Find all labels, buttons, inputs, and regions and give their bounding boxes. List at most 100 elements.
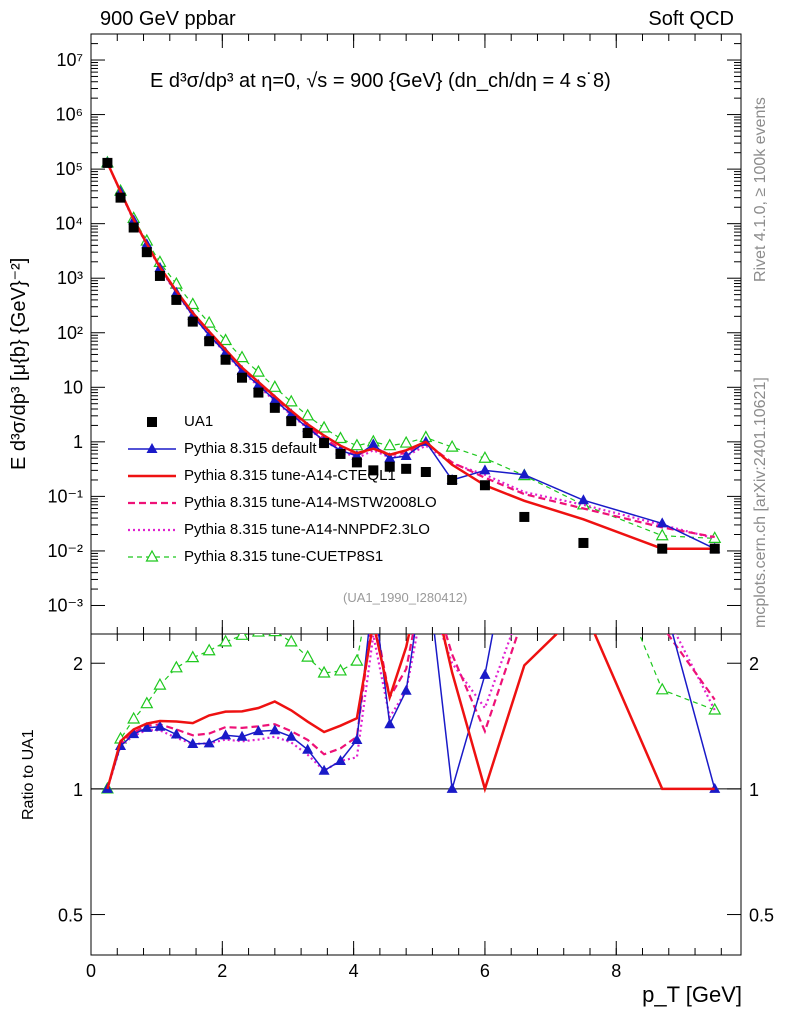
legend-label: Pythia 8.315 tune-A14-NNPDF2.3LO [184, 521, 430, 538]
data-point-ua1 [269, 402, 280, 413]
ratio-point-default [187, 737, 199, 748]
ratio-point-cuetp [127, 711, 141, 724]
data-point-ua1 [253, 387, 264, 398]
y-axis-label: E d³σ/dp³ [μ{b} {GeV}⁻²] [8, 257, 30, 470]
ratio-point-default [318, 764, 330, 775]
ratio-point-cuetp [140, 696, 154, 709]
data-point-default [367, 438, 379, 449]
x-tick-label: 0 [86, 961, 96, 981]
data-point-cuetp [268, 380, 282, 392]
x-axis-label: p_T [GeV] [642, 982, 742, 1007]
legend-swatch [128, 442, 176, 453]
data-point-ua1 [102, 157, 113, 168]
data-point-cuetp [383, 438, 397, 451]
data-point-ua1 [141, 247, 152, 258]
ratio-tick-label: 0.5 [58, 906, 83, 926]
legend-swatch [128, 549, 176, 562]
ratio-point-default [154, 720, 166, 731]
data-point-ua1 [368, 465, 379, 476]
data-point-ua1 [351, 457, 362, 468]
ratio-point-default [269, 724, 281, 735]
ratio-point-default [285, 730, 297, 741]
y-tick-label: 10⁶ [56, 105, 83, 125]
ratio-point-cuetp [447, 532, 458, 542]
data-point-ua1 [187, 316, 198, 327]
ratio-point-cuetp [268, 634, 282, 637]
ratio-point-default [519, 460, 530, 470]
legend-entry-cteq: Pythia 8.315 tune-A14-CTEQL1 [126, 462, 437, 489]
ratio-tick-label-right: 1 [749, 780, 759, 800]
data-point-cuetp [301, 408, 315, 421]
ratio-point-cuetp [384, 622, 395, 632]
legend-swatch-marker [146, 442, 158, 453]
ratio-point-default [302, 743, 314, 754]
data-point-ua1 [171, 294, 182, 305]
data-point-cuetp [317, 420, 331, 433]
ratio-point-default [657, 589, 668, 599]
legend-entry-default: Pythia 8.315 default [126, 435, 437, 462]
ratio-point-default [220, 729, 232, 740]
ratio-point-cuetp [235, 634, 249, 640]
data-point-ua1 [286, 416, 297, 427]
data-point-default [577, 494, 589, 505]
ratio-point-cuetp [251, 634, 265, 637]
ratio-point-cuetp [186, 650, 200, 663]
ratio-point-default [384, 718, 396, 729]
ratio-point-default [578, 456, 589, 466]
header-category: Soft QCD [648, 8, 734, 30]
y-tick-label: 10⁻¹ [47, 486, 83, 506]
data-point-cuetp [235, 350, 249, 363]
data-point-default [285, 408, 297, 419]
main-series-group [100, 155, 722, 554]
ratio-point-cuetp [479, 576, 490, 586]
header-process: 900 GeV ppbar [100, 8, 236, 30]
ratio-series-group [100, 456, 722, 794]
ratio-plot-frame [90, 633, 742, 956]
data-point-cuetp [478, 451, 492, 463]
legend-entry-ua1: UA1 [126, 408, 437, 435]
data-point-ua1 [319, 438, 330, 449]
x-tick-label: 2 [217, 961, 227, 981]
data-point-default [269, 394, 281, 405]
data-point-ua1 [578, 537, 589, 548]
y-tick-label: 10⁻² [47, 541, 83, 561]
legend-swatch [147, 416, 157, 427]
ratio-point-default [709, 782, 721, 793]
ratio-point-default [170, 728, 182, 739]
legend-entry-cuetp: Pythia 8.315 tune-CUETP8S1 [126, 543, 437, 570]
data-point-cuetp [445, 439, 459, 452]
ratio-tick-label-right: 0.5 [749, 906, 774, 926]
y-tick-label: 10⁴ [55, 214, 83, 234]
data-point-ua1 [128, 222, 139, 233]
legend-swatch [128, 474, 176, 477]
ratio-point-default [351, 734, 363, 745]
ratio-axis-label: Ratio to UA1 [20, 729, 37, 820]
ratio-point-cuetp [219, 634, 233, 647]
ratio-point-cuetp [202, 643, 216, 656]
data-point-ua1 [302, 428, 313, 439]
data-point-default [400, 450, 412, 461]
ratio-point-cuetp [153, 677, 167, 690]
data-point-ua1 [657, 543, 668, 554]
y-tick-label: 10² [57, 323, 83, 343]
legend-swatch [128, 528, 176, 531]
ratio-line-mstw [106, 634, 716, 790]
data-point-ua1 [709, 543, 720, 554]
data-point-ua1 [384, 461, 395, 472]
data-point-ua1 [420, 466, 431, 477]
ratio-point-default [446, 782, 458, 793]
data-point-cuetp [350, 438, 364, 451]
data-point-default [252, 379, 264, 390]
ratio-point-cuetp [301, 649, 315, 662]
mcplots-source-label: mcplots.cern.ch [arXiv:2401.10621] [752, 377, 769, 628]
legend-label: Pythia 8.315 tune-A14-CTEQL1 [184, 467, 396, 484]
legend-entry-nnpdf: Pythia 8.315 tune-A14-NNPDF2.3LO [126, 516, 437, 543]
y-tick-label: 1 [73, 432, 83, 452]
ratio-tick-label-right: 2 [749, 654, 759, 674]
ratio-tick-label: 2 [73, 654, 83, 674]
y-tick-label: 10 [63, 377, 83, 397]
ratio-point-default [334, 754, 346, 765]
y-tick-label: 10³ [57, 268, 83, 288]
ratio-point-default [141, 721, 153, 732]
